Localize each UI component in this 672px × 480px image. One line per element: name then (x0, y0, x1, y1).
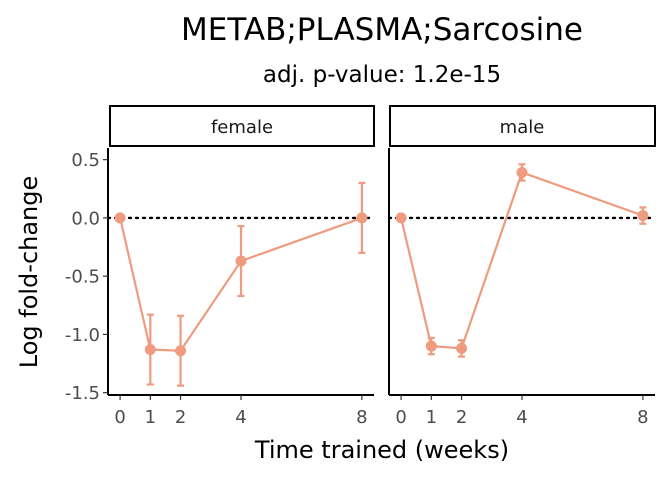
data-point (356, 212, 368, 224)
data-point (114, 212, 126, 224)
data-point (395, 212, 407, 224)
x-tick-label: 2 (456, 407, 467, 428)
y-tick-label: -1.5 (65, 383, 100, 404)
y-tick-label: 0.0 (71, 208, 100, 229)
facet-strip-female: female (109, 105, 375, 147)
x-tick-label: 1 (426, 407, 437, 428)
x-axis-title: Time trained (weeks) (254, 436, 509, 464)
y-axis: 0.5 0.0 -0.5 -1.0 -1.5 (65, 150, 108, 404)
data-point (456, 342, 468, 354)
series-line-male (400, 171, 644, 350)
data-point (144, 344, 156, 356)
y-tick-label: -1.0 (65, 325, 100, 346)
data-point (516, 166, 528, 178)
x-tick-label: 2 (175, 407, 186, 428)
x-tick-label: 4 (235, 407, 246, 428)
chart-title: METAB;PLASMA;Sarcosine (181, 12, 583, 48)
y-tick-label: 0.5 (71, 150, 100, 171)
data-point (425, 340, 437, 352)
facet-strip-label-male: male (500, 117, 545, 138)
x-tick-label: 4 (516, 407, 527, 428)
x-tick-label: 0 (395, 407, 406, 428)
x-tick-label: 8 (356, 407, 367, 428)
x-tick-label: 8 (637, 407, 648, 428)
y-axis-title: Log fold-change (15, 176, 43, 369)
chart-subtitle: adj. p-value: 1.2e-15 (263, 62, 501, 88)
data-point (235, 255, 247, 267)
x-tick-label: 0 (114, 407, 125, 428)
data-point (175, 345, 187, 357)
y-tick-label: -0.5 (65, 267, 100, 288)
facet-strip-label-female: female (211, 117, 273, 138)
data-point (637, 210, 649, 222)
facet-strip-male: male (389, 105, 656, 147)
x-tick-label: 1 (145, 407, 156, 428)
